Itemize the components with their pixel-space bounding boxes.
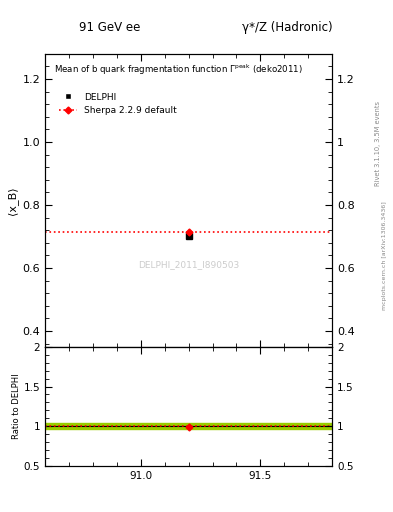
Text: mcplots.cern.ch [arXiv:1306.3436]: mcplots.cern.ch [arXiv:1306.3436] [382,202,387,310]
Bar [45,423,332,429]
Legend: DELPHI, Sherpa 2.2.9 default: DELPHI, Sherpa 2.2.9 default [55,89,181,119]
Text: γ*/Z (Hadronic): γ*/Z (Hadronic) [242,20,332,34]
Text: 91 GeV ee: 91 GeV ee [79,20,141,34]
Text: Rivet 3.1.10, 3.5M events: Rivet 3.1.10, 3.5M events [375,101,381,186]
Text: Mean of b quark fragmentation function $\mathregular{\Gamma^{peak}}$ (deko2011): Mean of b quark fragmentation function $… [54,62,303,77]
Y-axis label: ⟨x_B⟩: ⟨x_B⟩ [7,186,18,215]
Y-axis label: Ratio to DELPHI: Ratio to DELPHI [12,374,21,439]
Text: DELPHI_2011_I890503: DELPHI_2011_I890503 [138,260,239,269]
